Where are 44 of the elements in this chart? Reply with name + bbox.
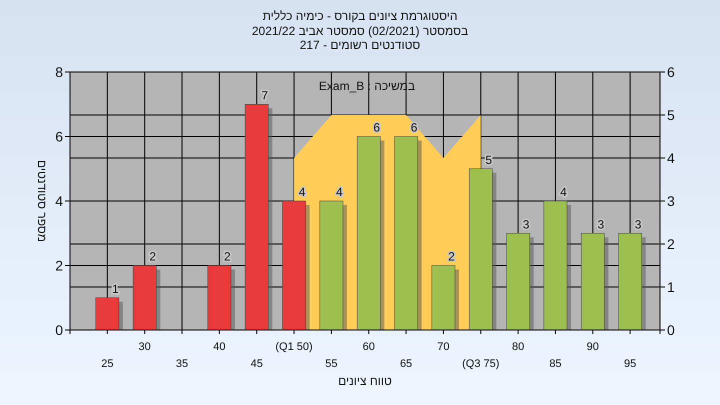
data-label: 3 bbox=[634, 217, 642, 232]
data-label: 4 bbox=[336, 185, 344, 199]
x-tick-label: 80 bbox=[512, 341, 524, 353]
x-tick-label: 85 bbox=[549, 358, 562, 370]
y-axis-title: מספר סטודנטים bbox=[35, 160, 49, 242]
x-tick-label: (Q1 50) bbox=[275, 341, 313, 353]
x-tick-label: 40 bbox=[213, 341, 226, 353]
y-tick-label: 6 bbox=[55, 128, 64, 144]
x-axis-title: טווח ציונים bbox=[338, 374, 392, 388]
data-label: 4 bbox=[298, 185, 306, 199]
x-tick-label: 60 bbox=[362, 341, 375, 353]
y-tick-label: 0 bbox=[55, 322, 64, 338]
x-tick-label: 25 bbox=[101, 358, 114, 370]
y-tick-label: 2 bbox=[55, 258, 64, 274]
y-tick-label: 4 bbox=[55, 193, 64, 209]
x-tick-label: (Q3 75) bbox=[462, 358, 500, 370]
x-tick-label: 45 bbox=[250, 358, 263, 370]
data-label: 6 bbox=[373, 120, 380, 134]
x-tick-label: 35 bbox=[176, 358, 188, 370]
y-tick-label: 8 bbox=[55, 64, 64, 80]
chart-title: היסטוגרמת ציונים בקורס - כימיה כללית bbox=[262, 9, 458, 23]
y2-tick-label: 3 bbox=[667, 193, 675, 209]
data-label: 2 bbox=[149, 250, 156, 264]
y2-tick-label: 1 bbox=[667, 279, 675, 295]
x-tick-label: 95 bbox=[624, 358, 636, 370]
y2-tick-label: 4 bbox=[667, 150, 675, 166]
x-tick-label: 30 bbox=[138, 341, 151, 353]
data-label: 7 bbox=[261, 88, 268, 102]
x-tick-label: 70 bbox=[437, 341, 450, 353]
text: סטודנטים רשומים - 217 bbox=[300, 38, 420, 52]
x-tick-label: 55 bbox=[325, 358, 338, 370]
y2-tick-label: 0 bbox=[667, 322, 675, 338]
text: בסמסטר (02/2021) סמסטר אביב 2021/22 bbox=[252, 24, 468, 38]
data-label: 2 bbox=[224, 250, 232, 264]
y2-tick-label: 6 bbox=[667, 64, 675, 80]
y2-tick-label: 5 bbox=[667, 107, 675, 123]
x-tick-label: 90 bbox=[586, 341, 599, 353]
data-label: 3 bbox=[522, 217, 530, 232]
y2-tick-label: 2 bbox=[667, 236, 675, 252]
data-label: 2 bbox=[448, 250, 456, 264]
data-label: 6 bbox=[410, 120, 418, 134]
x-tick-label: 65 bbox=[400, 358, 412, 370]
data-label: 3 bbox=[597, 217, 604, 232]
data-label: 4 bbox=[560, 185, 568, 199]
